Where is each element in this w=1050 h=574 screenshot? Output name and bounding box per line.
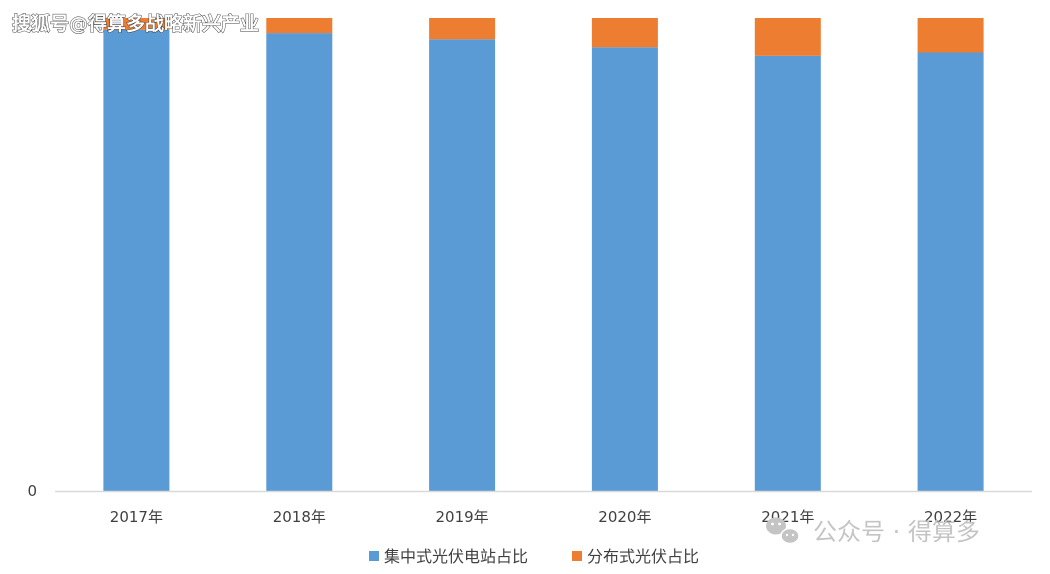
watermark-sohu: 搜狐号@得算多战略新兴产业 [12,12,259,35]
bars-group [103,18,984,492]
x-tick-labels: 2017年 2018年 2019年 2020年 2021年 2022年 [110,508,977,526]
bar-distributed-2 [429,18,496,40]
bar-distributed-0 [103,18,170,30]
bar-distributed-3 [591,18,658,48]
bar-distributed-5 [917,18,984,53]
bar-distributed-4 [754,18,821,56]
watermark-wechat-text: 公众号 · 得算多 [813,518,980,546]
bar-centralized-2 [429,39,496,492]
legend-swatch-distributed [572,551,582,561]
x-tick-label-3: 2020年 [598,508,651,526]
bar-distributed-1 [266,18,333,34]
y-tick-label-zero: 0 [27,482,37,500]
x-tick-label-1: 2018年 [273,508,326,526]
x-tick-label-2: 2019年 [436,508,489,526]
legend: 集中式光伏电站占比 分布式光伏占比 [369,547,699,566]
legend-label-distributed: 分布式光伏占比 [587,547,699,566]
wechat-logo-icon [766,517,800,545]
x-tick-label-5: 2022年 [924,508,977,526]
bar-centralized-3 [591,47,658,492]
watermark-wechat: 公众号 · 得算多 [766,517,980,546]
bar-centralized-5 [917,52,984,491]
legend-swatch-centralized [369,551,379,561]
bar-centralized-4 [754,55,821,492]
bar-centralized-0 [103,29,170,492]
legend-label-centralized: 集中式光伏电站占比 [384,547,528,566]
x-tick-label-0: 2017年 [110,508,163,526]
bar-centralized-1 [266,33,333,491]
